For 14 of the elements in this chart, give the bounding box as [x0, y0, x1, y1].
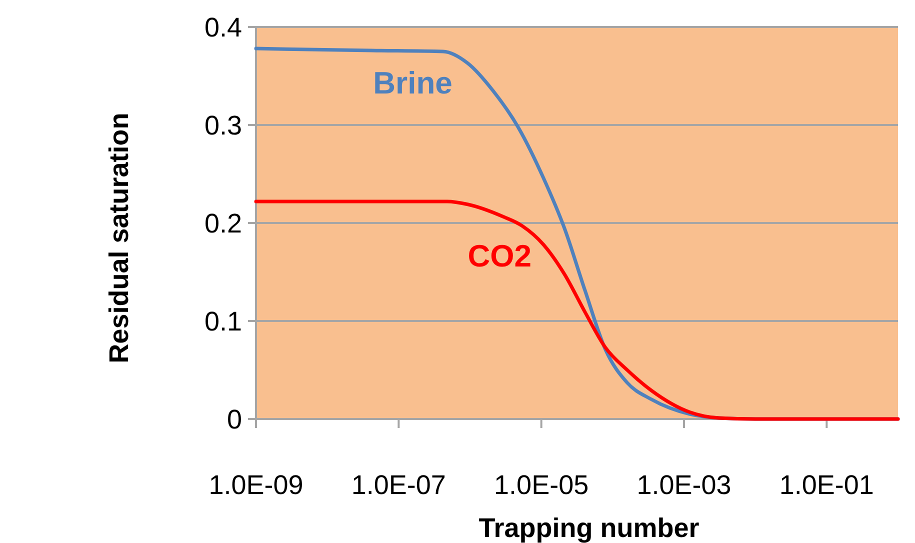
series-label: CO2 — [468, 238, 532, 274]
x-tick-label: 1.0E-05 — [494, 470, 589, 500]
y-tick-label: 0 — [226, 404, 242, 434]
x-axis-title: Trapping number — [478, 513, 700, 543]
x-tick-label: 1.0E-09 — [208, 470, 304, 500]
x-tick-label: 1.0E-03 — [636, 470, 732, 500]
y-tick-label: 0.3 — [204, 110, 242, 140]
x-tick-label: 1.0E-01 — [779, 470, 874, 500]
y-tick-label: 0.1 — [204, 306, 242, 336]
y-axis-title: Residual saturation — [104, 112, 134, 364]
y-tick-label: 0.4 — [204, 12, 242, 42]
series-label: Brine — [373, 66, 452, 101]
x-tick-label: 1.0E-07 — [351, 470, 446, 500]
y-tick-label: 0.2 — [204, 208, 242, 238]
